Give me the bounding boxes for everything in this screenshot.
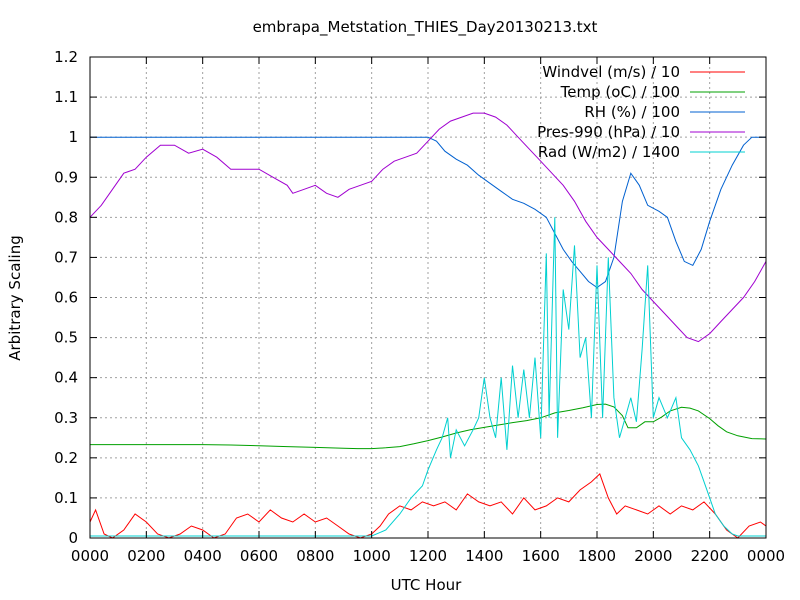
series-lines (89, 112, 767, 539)
legend-label-3: Pres-990 (hPa) / 10 (537, 123, 680, 141)
y-tick-label: 0.1 (54, 489, 78, 507)
x-tick-label: 1400 (465, 547, 503, 565)
x-tick-label: 1000 (353, 547, 391, 565)
x-tick-label: 0800 (296, 547, 334, 565)
chart-title: embrapa_Metstation_THIES_Day20130213.txt (253, 18, 598, 37)
y-tick-label: 0.2 (54, 449, 78, 467)
series-line-2 (90, 136, 766, 289)
x-tick-label: 1200 (409, 547, 447, 565)
y-tick-label: 0.3 (54, 409, 78, 427)
x-tick-label: 0000 (71, 547, 109, 565)
y-tick-label: 1 (68, 128, 78, 146)
y-axis-label: Arbitrary Scaling (6, 235, 24, 361)
y-ticks: 0 0.1 0.2 0.3 0.4 0.5 0.6 0.7 0.8 0.9 1 1.1 1.2 (54, 48, 766, 547)
y-tick-label: 0.7 (54, 248, 78, 266)
x-tick-label: 2200 (691, 547, 729, 565)
x-axis-label: UTC Hour (391, 576, 462, 594)
y-tick-label: 0.5 (54, 329, 78, 347)
x-tick-label: 2000 (634, 547, 672, 565)
x-ticks: 0000 0200 0400 0600 0800 1000 1200 1400 1600 1800… (71, 57, 785, 565)
series-line-1 (90, 403, 767, 450)
y-tick-label: 0 (68, 529, 78, 547)
x-tick-label: 1600 (522, 547, 560, 565)
legend-label-0: Windvel (m/s) / 10 (542, 63, 680, 81)
x-tick-label: 1800 (578, 547, 616, 565)
x-tick-label: 0600 (240, 547, 278, 565)
y-tick-label: 0.9 (54, 168, 78, 186)
series-line-0 (89, 473, 767, 539)
legend-label-2: RH (%) / 100 (584, 103, 680, 121)
legend-label-4: Rad (W/m2) / 1400 (538, 143, 680, 161)
y-tick-label: 0.6 (54, 289, 78, 307)
x-tick-label: 0400 (184, 547, 222, 565)
y-tick-label: 1.1 (54, 88, 78, 106)
y-tick-label: 0.8 (54, 208, 78, 226)
y-tick-label: 0.4 (54, 369, 78, 387)
y-tick-label: 1.2 (54, 48, 78, 66)
legend-label-1: Temp (oC) / 100 (560, 83, 680, 101)
series-line-3 (89, 112, 767, 343)
series-line-4 (90, 217, 766, 537)
x-tick-label: 0200 (127, 547, 165, 565)
x-tick-label: 0000 (747, 547, 785, 565)
legend: Windvel (m/s) / 10 Temp (oC) / 100 RH (%) … (537, 63, 745, 161)
